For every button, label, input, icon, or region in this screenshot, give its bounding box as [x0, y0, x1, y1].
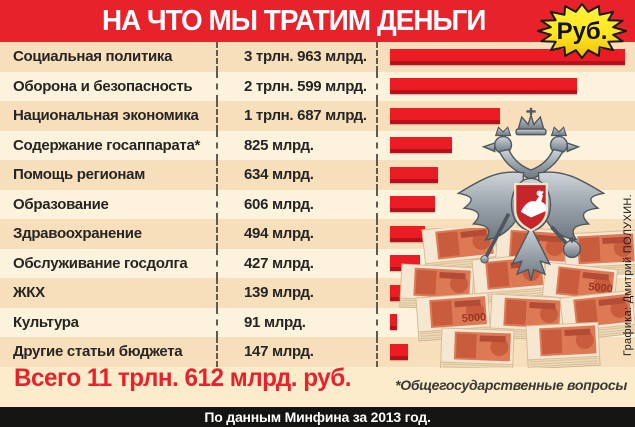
budget-category-label: Здравоохранение — [0, 219, 218, 249]
budget-bar — [390, 196, 435, 213]
graphics-credit: Графика: Дмитрий ПОЛУХИН. — [622, 194, 634, 356]
ruble-badge: Руб. — [537, 3, 627, 59]
budget-value-label: 91 млрд. — [218, 307, 378, 337]
budget-bar — [390, 78, 577, 95]
budget-value-label: 825 млрд. — [218, 130, 378, 160]
budget-bar-cell — [378, 78, 635, 95]
budget-category-label: Национальная экономика — [0, 101, 218, 131]
budget-value-label: 634 млрд. — [218, 160, 378, 190]
budget-value-label: 427 млрд. — [218, 248, 378, 278]
footnote: *Общегосударственные вопросы — [395, 377, 627, 393]
ruble-badge-star — [537, 3, 627, 59]
budget-bar-cell — [378, 314, 635, 331]
budget-category-label: Другие статьи бюджета — [0, 337, 218, 367]
budget-bar — [390, 107, 500, 124]
budget-category-label: Социальная политика — [0, 42, 218, 72]
budget-value-label: 2 трлн. 599 млрд. — [218, 71, 378, 101]
budget-bar-cell — [378, 196, 635, 213]
page-title: НА ЧТО МЫ ТРАТИМ ДЕНЬГИ — [101, 4, 486, 37]
budget-row: Содержание госаппарата* 825 млрд. — [0, 130, 635, 160]
budget-bar — [390, 137, 452, 154]
ruble-badge-label: Руб. — [557, 18, 608, 45]
total-spending-label: Всего 11 трлн. 612 млрд. руб. — [14, 364, 352, 392]
budget-bar-cell — [378, 166, 635, 183]
budget-value-label: 139 млрд. — [218, 278, 378, 308]
coat-of-arms-eagle-icon — [456, 107, 606, 281]
budget-value-label: 606 млрд. — [218, 189, 378, 219]
budget-category-label: Обслуживание госдолга — [0, 248, 218, 278]
budget-bar — [390, 314, 397, 331]
budget-bar-cell — [378, 343, 635, 360]
budget-category-label: Образование — [0, 189, 218, 219]
source-bar: По данным Минфина за 2013 год. — [0, 407, 635, 427]
budget-category-label: Помощь регионам — [0, 160, 218, 190]
budget-bar — [390, 225, 425, 242]
header-bar: НА ЧТО МЫ ТРАТИМ ДЕНЬГИ — [0, 0, 635, 42]
banknote-denomination: 5000 — [461, 311, 486, 325]
budget-value-label: 1 трлн. 687 млрд. — [218, 101, 378, 131]
budget-bar-cell — [378, 107, 635, 124]
budget-bar — [390, 343, 408, 360]
budget-category-label: Культура — [0, 307, 218, 337]
budget-bar-cell — [378, 137, 635, 154]
budget-value-label: 494 млрд. — [218, 219, 378, 249]
source-label: По данным Минфина за 2013 год. — [204, 409, 431, 425]
budget-value-label: 3 трлн. 963 млрд. — [218, 42, 378, 72]
budget-category-label: Содержание госаппарата* — [0, 130, 218, 160]
budget-row: Оборона и безопасность 2 трлн. 599 млрд. — [0, 71, 635, 101]
budget-category-label: Оборона и безопасность — [0, 71, 218, 101]
budget-bar — [390, 166, 438, 183]
banknote-denomination: 5000 — [588, 281, 614, 295]
budget-category-label: ЖКХ — [0, 278, 218, 308]
money-stacks-icon: 5000 5000 — [399, 228, 635, 368]
budget-value-label: 147 млрд. — [218, 337, 378, 367]
budget-bar-cell — [378, 225, 635, 242]
